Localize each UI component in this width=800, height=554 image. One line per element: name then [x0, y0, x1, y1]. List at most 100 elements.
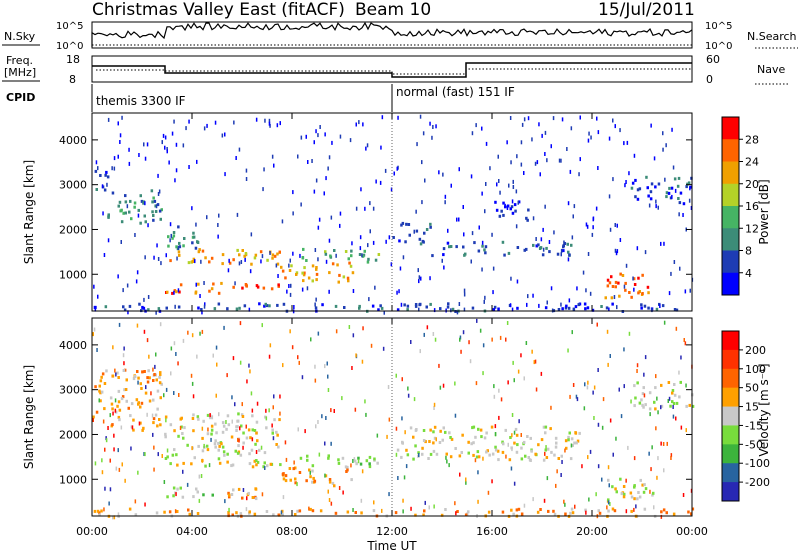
data-cell	[247, 428, 251, 432]
data-cell	[449, 455, 453, 459]
freq-tick-bottom: 8	[69, 73, 76, 86]
data-cell	[157, 307, 161, 311]
data-cell	[103, 382, 107, 385]
noise-cell	[113, 447, 115, 452]
data-cell	[117, 400, 121, 404]
data-cell	[177, 305, 181, 309]
power-heatmap	[93, 113, 694, 315]
noise-cell	[511, 433, 513, 438]
data-cell	[334, 304, 338, 308]
colorbar-tick-label: 20	[745, 178, 759, 191]
data-cell	[311, 264, 315, 268]
noise-cell	[227, 268, 230, 273]
noise-cell	[388, 492, 390, 497]
data-cell	[116, 371, 119, 375]
noise-cell	[146, 142, 149, 147]
data-cell	[223, 453, 226, 457]
noise-cell	[544, 152, 546, 156]
noise-cell	[155, 310, 157, 315]
data-cell	[421, 239, 425, 243]
data-cell	[561, 307, 564, 311]
noise-cell	[498, 415, 500, 420]
noise-cell	[664, 177, 666, 182]
data-cell	[429, 225, 432, 229]
data-cell	[152, 214, 155, 217]
data-cell	[628, 291, 631, 294]
data-cell	[433, 436, 437, 440]
data-cell	[117, 376, 120, 379]
data-cell	[217, 448, 220, 452]
noise-cell	[663, 241, 665, 246]
data-cell	[423, 231, 426, 235]
noise-cell	[128, 161, 131, 166]
data-cell	[156, 407, 159, 411]
data-cell	[172, 234, 176, 238]
noise-cell	[155, 204, 158, 209]
noise-cell	[297, 355, 299, 360]
noise-cell	[282, 495, 285, 500]
data-cell	[687, 510, 690, 514]
data-cell	[250, 448, 254, 452]
noise-cell	[485, 141, 488, 146]
noise-cell	[339, 223, 341, 228]
data-cell	[180, 425, 183, 429]
noise-cell	[614, 248, 617, 253]
data-cell	[643, 483, 646, 487]
noise-cell	[684, 341, 687, 346]
data-cell	[221, 253, 225, 257]
noise-cell	[459, 335, 462, 340]
data-cell	[441, 438, 444, 442]
noise-cell	[422, 131, 425, 136]
noise-cell	[269, 343, 272, 348]
colorbar-tick-label: 16	[745, 200, 759, 213]
data-cell	[394, 511, 398, 515]
data-cell	[205, 444, 209, 448]
noise-cell	[126, 283, 129, 288]
noise-cell	[199, 294, 201, 298]
noise-cell	[353, 457, 356, 462]
colorbar-swatch	[722, 482, 739, 502]
data-cell	[349, 264, 353, 268]
noise-cell	[203, 126, 206, 131]
data-cell	[572, 307, 576, 311]
noise-cell	[326, 361, 328, 366]
data-cell	[565, 304, 568, 308]
data-cell	[173, 429, 176, 433]
noise-cell	[608, 194, 611, 199]
data-cell	[210, 428, 214, 432]
data-cell	[191, 417, 195, 420]
data-cell	[630, 186, 634, 190]
noise-cell	[319, 125, 321, 129]
noise-cell	[388, 235, 391, 240]
nave-tick-bottom: 0	[706, 73, 713, 86]
data-cell	[204, 256, 207, 260]
noise-cell	[545, 445, 547, 450]
data-cell	[396, 448, 400, 452]
data-cell	[614, 280, 618, 284]
noise-cell	[569, 394, 571, 399]
noise-cell	[682, 493, 685, 497]
data-cell	[564, 512, 567, 516]
noise-cell	[431, 135, 433, 140]
data-cell	[155, 378, 158, 382]
data-cell	[166, 455, 169, 459]
data-cell	[256, 439, 259, 443]
data-cell	[344, 250, 348, 253]
data-cell	[576, 439, 580, 443]
noise-cell	[500, 397, 503, 402]
data-cell	[263, 304, 266, 308]
noise-cell	[397, 115, 399, 120]
data-cell	[120, 397, 124, 401]
noise-cell	[315, 129, 317, 134]
data-cell	[488, 453, 491, 457]
noise-cell	[364, 206, 366, 211]
noise-cell	[615, 251, 618, 256]
colorbar-swatch	[722, 368, 739, 389]
noise-cell	[321, 414, 323, 419]
data-cell	[557, 308, 561, 311]
noise-cell	[450, 183, 452, 188]
data-cell	[608, 281, 612, 285]
nsky-tick-bottom: 10^0	[56, 41, 83, 52]
noise-cell	[201, 310, 203, 315]
